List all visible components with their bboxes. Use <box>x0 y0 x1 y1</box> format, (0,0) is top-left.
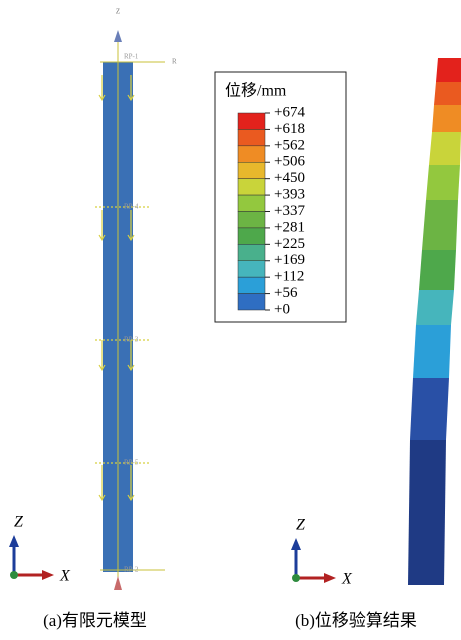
legend-label: +562 <box>274 137 305 153</box>
caption: (b)位移验算结果 <box>295 611 417 630</box>
legend-label: +169 <box>274 252 305 268</box>
legend-label: +56 <box>274 285 298 301</box>
legend-label: +225 <box>274 236 305 252</box>
origin <box>292 574 300 582</box>
top-marker <box>114 30 122 42</box>
ref-point-label: RP-3 <box>124 336 139 344</box>
legend-swatch <box>238 294 265 310</box>
legend-swatch <box>238 261 265 277</box>
top-label: Z <box>116 8 120 16</box>
axis-label: Z <box>14 514 24 531</box>
legend-label: +393 <box>274 187 305 203</box>
legend-label: +337 <box>274 203 305 219</box>
legend-swatch <box>238 244 265 260</box>
legend: 位移/mm +674+618+562+506+450+393+337+281+2… <box>215 72 346 322</box>
legend-swatch <box>238 195 265 211</box>
ref-point-label: RP-5 <box>124 459 139 467</box>
legend-label: +674 <box>274 104 305 120</box>
x-head <box>42 570 54 580</box>
axis-label: Z <box>296 517 306 534</box>
figure: Z R RP-1RP-4RP-3RP-5RP-2 位移/mm +674+618+… <box>0 0 461 635</box>
legend-swatch <box>238 228 265 244</box>
legend-label: +0 <box>274 301 290 317</box>
legend-label: +112 <box>274 269 304 285</box>
legend-label: +281 <box>274 219 305 235</box>
deformed-column <box>408 58 461 585</box>
legend-swatch <box>238 162 265 178</box>
z-head <box>9 535 19 547</box>
origin <box>10 571 18 579</box>
bottom-marker <box>114 576 122 590</box>
z-head <box>291 538 301 550</box>
ref-label: R <box>172 58 177 66</box>
legend-label: +618 <box>274 121 305 137</box>
ref-point-label: RP-1 <box>124 53 139 61</box>
legend-swatch <box>238 179 265 195</box>
legend-label: +506 <box>274 154 305 170</box>
legend-swatch <box>238 277 265 293</box>
axis-label: X <box>59 568 71 585</box>
fe-model: Z R RP-1 RP-4 RP-3 RP-5 RP-2 <box>95 8 177 590</box>
legend-label: +450 <box>274 170 305 186</box>
x-head <box>324 573 336 583</box>
legend-swatch <box>238 212 265 228</box>
axis-triad: ZX <box>9 514 71 585</box>
ref-point-label: RP-2 <box>124 566 139 574</box>
legend-swatch <box>238 146 265 162</box>
legend-title: 位移/mm <box>225 82 287 100</box>
axis-label: X <box>341 571 353 588</box>
legend-swatch <box>238 129 265 145</box>
legend-swatch <box>238 113 265 129</box>
ref-point-label: RP-4 <box>124 203 139 211</box>
caption: (a)有限元模型 <box>43 611 147 630</box>
axis-triad: ZX <box>291 517 353 588</box>
